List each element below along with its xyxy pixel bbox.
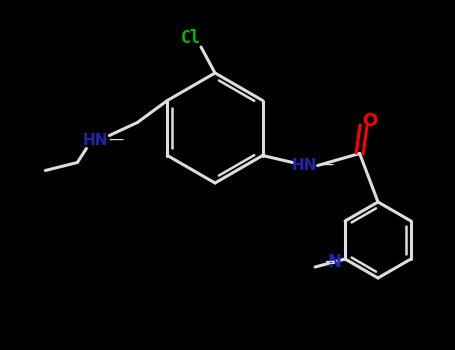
Text: O: O	[362, 112, 377, 131]
Text: Cl: Cl	[181, 29, 201, 47]
Text: —: —	[318, 157, 333, 172]
Text: —: —	[109, 132, 124, 147]
Text: HN: HN	[83, 133, 108, 148]
Text: ═: ═	[325, 256, 333, 270]
Text: HN: HN	[292, 158, 318, 173]
Text: N: N	[327, 253, 341, 271]
